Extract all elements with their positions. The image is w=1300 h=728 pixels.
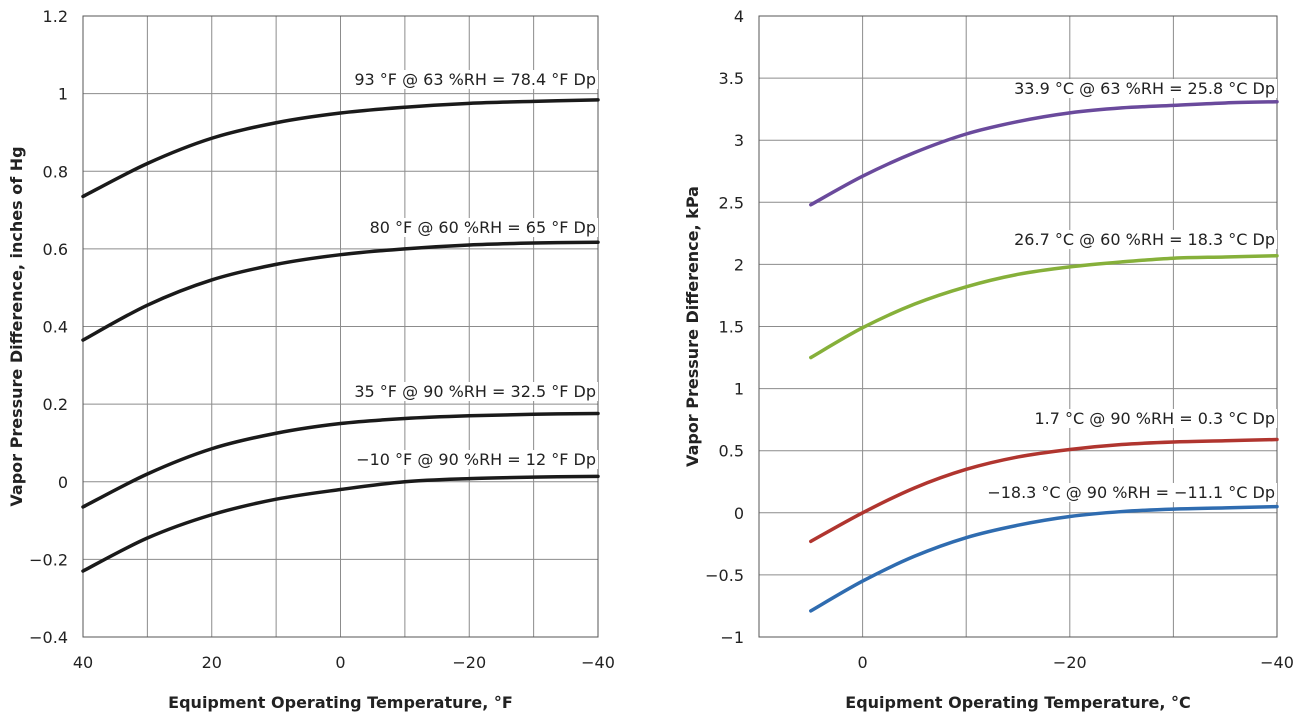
series-label-background — [1032, 409, 1277, 428]
x-tick-label: −20 — [1053, 653, 1087, 672]
y-tick-label: −1 — [720, 628, 744, 647]
x-tick-label: 20 — [202, 653, 222, 672]
plot-frame — [758, 15, 1278, 638]
x-axis-label: Equipment Operating Temperature, °F — [168, 693, 513, 712]
series-label: 35 °F @ 90 %RH = 32.5 °F Dp — [354, 382, 596, 401]
series-label-background — [1012, 79, 1277, 98]
y-tick-label: 0 — [58, 473, 68, 492]
series-label: 1.7 °C @ 90 %RH = 0.3 °C Dp — [1034, 409, 1275, 428]
series-label-background — [352, 70, 598, 89]
series-line — [809, 99, 1279, 207]
x-tick-label: −20 — [452, 653, 486, 672]
y-axis-label: Vapor Pressure Difference, inches of Hg — [7, 146, 26, 506]
series-label-background — [985, 483, 1277, 502]
y-tick-label: 0.6 — [43, 240, 68, 259]
y-tick-label: 2.5 — [719, 193, 744, 212]
y-tick-label: −0.2 — [29, 550, 68, 569]
y-tick-label: −0.5 — [705, 566, 744, 585]
x-tick-label: 40 — [73, 653, 93, 672]
y-tick-label: 0.8 — [43, 162, 68, 181]
x-tick-label: −40 — [1260, 653, 1294, 672]
series-label-background — [352, 382, 598, 401]
series-label-background — [1012, 230, 1277, 249]
y-tick-label: 0 — [734, 504, 744, 523]
series-line — [81, 98, 600, 199]
series-label: −10 °F @ 90 %RH = 12 °F Dp — [356, 450, 596, 469]
series-line — [81, 411, 600, 509]
series-line — [809, 504, 1279, 613]
y-tick-label: 3.5 — [719, 69, 744, 88]
series-label: −18.3 °C @ 90 %RH = −11.1 °C Dp — [987, 483, 1275, 502]
series-label-background — [367, 218, 598, 237]
y-axis-label: Vapor Pressure Difference, kPa — [683, 186, 702, 467]
series-line — [81, 474, 600, 573]
x-axis-label: Equipment Operating Temperature, °C — [845, 693, 1190, 712]
y-tick-label: 4 — [734, 7, 744, 26]
series-label: 93 °F @ 63 %RH = 78.4 °F Dp — [354, 70, 596, 89]
series-line — [809, 253, 1279, 360]
series-label: 33.9 °C @ 63 %RH = 25.8 °C Dp — [1014, 79, 1275, 98]
series-label: 80 °F @ 60 %RH = 65 °F Dp — [370, 218, 596, 237]
x-tick-label: −40 — [581, 653, 615, 672]
series-line — [809, 437, 1279, 544]
series-label-background — [354, 450, 598, 469]
series-line — [81, 240, 600, 342]
y-tick-label: 0.5 — [719, 442, 744, 461]
chart-left-inches-hg: −0.4 −0.2 0 0.2 0.4 0.6 0.8 1 1.2 40 20 0 −20 −40 Equi… — [7, 7, 615, 712]
x-tick-label: 0 — [858, 653, 868, 672]
y-tick-label: 2 — [734, 255, 744, 274]
y-tick-label: 0.2 — [43, 395, 68, 414]
y-tick-label: 1 — [58, 85, 68, 104]
y-tick-label: 1.2 — [43, 7, 68, 26]
y-tick-label: 0.4 — [43, 318, 68, 337]
x-tick-label: 0 — [335, 653, 345, 672]
y-tick-label: 1.5 — [719, 318, 744, 337]
y-tick-label: −0.4 — [29, 628, 68, 647]
y-tick-label: 3 — [734, 131, 744, 150]
chart-right-kpa: −1 −0.5 0 0.5 1 1.5 2 2.5 3 3.5 4 0 −20 −40 Equipment … — [683, 7, 1294, 712]
y-tick-label: 1 — [734, 380, 744, 399]
series-label: 26.7 °C @ 60 %RH = 18.3 °C Dp — [1014, 230, 1275, 249]
plot-frame — [82, 15, 599, 638]
